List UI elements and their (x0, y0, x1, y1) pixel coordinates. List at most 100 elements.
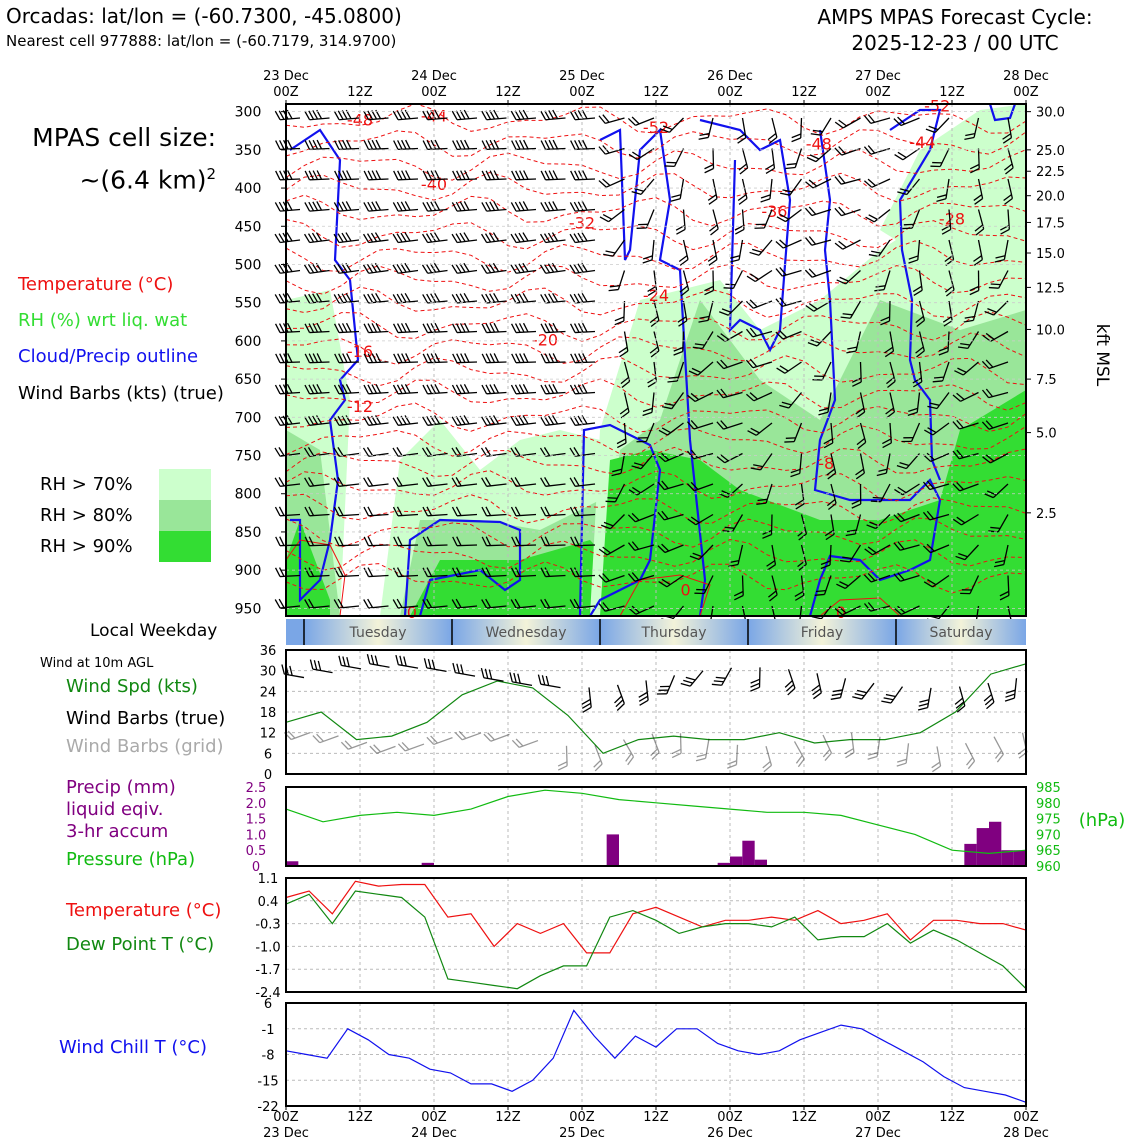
wind-barb-feather (577, 384, 584, 394)
wind-barb-shaft (679, 733, 682, 754)
wind-barb-feather (616, 438, 627, 445)
wind-barb-feather (574, 140, 580, 150)
wind-barb-feather (676, 228, 686, 235)
wind-barb-feather (400, 201, 407, 211)
bottom-date-label: 24 Dec (411, 1126, 457, 1140)
profile-wind-barb (303, 232, 330, 244)
temp-contour-7 (285, 263, 1027, 295)
wind-barb-feather (650, 350, 660, 358)
wind-barb-feather (514, 293, 521, 303)
profile-wind-barb (952, 513, 979, 526)
wind-barb-feather (492, 232, 500, 242)
profile-wind-barb (569, 322, 596, 334)
wind-barb-shaft (518, 739, 539, 749)
wind-barb-feather (341, 263, 348, 273)
wind-barb-feather (838, 240, 847, 248)
wind-barb-feather (392, 294, 399, 304)
wind-barb-feather (422, 202, 429, 212)
wind-barb-feather (451, 233, 458, 243)
precip-bar (1001, 850, 1014, 866)
profile-wind-barb (930, 148, 950, 168)
profile-wind-barb (664, 148, 685, 168)
wind-barb-feather (548, 201, 555, 211)
profile-wind-barb (988, 270, 1009, 289)
dewpoint-legend: Dew Point T (°C) (66, 934, 215, 955)
wind-barb-feather (274, 264, 281, 274)
wind-barb-feather (791, 133, 802, 139)
wind-barb-feather (422, 599, 429, 609)
wind-barb-feather (422, 567, 429, 577)
wind-barb-feather (544, 416, 551, 426)
wind-barb-feather (287, 730, 296, 739)
wind-barb-feather (434, 322, 441, 333)
top-hour-label: 00Z (273, 85, 299, 100)
wind-barb-shaft (594, 745, 603, 765)
profile-wind-barb (363, 506, 389, 517)
wind-barb-feather (363, 536, 370, 546)
wind-barb-feather (396, 416, 403, 426)
bottom-hour-label: 12Z (347, 1110, 373, 1125)
profile-wind-barb (510, 262, 537, 274)
wind-barb-feather (762, 533, 772, 539)
wind-barb-feather (807, 342, 818, 347)
profile-wind-barb (274, 477, 301, 487)
wind-barb-feather (851, 377, 862, 383)
wind-barb-feather (907, 411, 918, 416)
profile-wind-barb (363, 139, 389, 151)
wind-barb-feather (602, 546, 612, 554)
wind-barb-feather (813, 692, 822, 700)
wind-barb-feather (369, 745, 378, 754)
wind-barb-feather (425, 447, 433, 457)
wind-barb-feather (999, 590, 1010, 597)
profile-wind-barb (627, 605, 655, 615)
wind-barb-feather (337, 293, 344, 303)
wind-barb-feather (338, 170, 344, 180)
wind-barb-feather (304, 323, 311, 333)
wind-barb-shaft (309, 544, 330, 547)
profile-wind-barb (865, 208, 891, 223)
wind-barb-feather (375, 292, 382, 303)
wind-barb-feather (346, 353, 352, 363)
wind-barb-feather (459, 323, 466, 333)
wind-barb-feather (540, 384, 547, 395)
profile-wind-barb (275, 536, 301, 547)
wind-barb-feather (522, 415, 529, 425)
wind-barb-feather (809, 154, 820, 160)
wind-barb-feather (864, 548, 873, 556)
wind-barb-feather (522, 322, 529, 333)
wind-barb-feather (518, 323, 525, 333)
wind-barb-feather (786, 163, 797, 166)
wind-barb-feather (510, 384, 517, 395)
wind-barb-feather (927, 405, 938, 410)
chill-ytick-label: -1 (262, 1023, 275, 1038)
wind-barb-feather (278, 416, 285, 426)
wind-barb-grid (695, 738, 710, 762)
profile-wind-barb (704, 148, 715, 174)
wind-barb-feather (814, 593, 825, 596)
wind-barb-feather (375, 201, 382, 211)
wind-barb-feather (286, 322, 293, 333)
wind-barb-shaft (338, 361, 360, 364)
profile-wind-barb (925, 117, 950, 134)
wind-barb-feather (602, 178, 611, 187)
wind-barb-feather (922, 545, 931, 554)
profile-wind-barb (540, 170, 566, 181)
profile-wind-barb (511, 536, 537, 547)
wind-barb-feather (404, 415, 411, 425)
top-hour-label: 00Z (421, 85, 447, 100)
chill-ytick-label: -15 (257, 1074, 278, 1089)
wind-barb-grid-group (454, 730, 482, 741)
wind-barb-feather (685, 676, 696, 681)
wind-barbs-true-legend: Wind Barbs (true) (66, 708, 226, 729)
profile-wind-barb (334, 170, 360, 181)
wind-barb-feather (756, 502, 767, 505)
temp-contour-label: 0 (681, 580, 691, 599)
profile-wind-barb (451, 598, 478, 609)
profile-wind-barb (422, 353, 448, 364)
wind-barb-feather (808, 268, 817, 277)
wind-barb-feather (690, 449, 699, 459)
precip-bar (421, 862, 434, 866)
profile-wind-barb (569, 415, 596, 426)
wind-barb-feather (460, 664, 464, 675)
